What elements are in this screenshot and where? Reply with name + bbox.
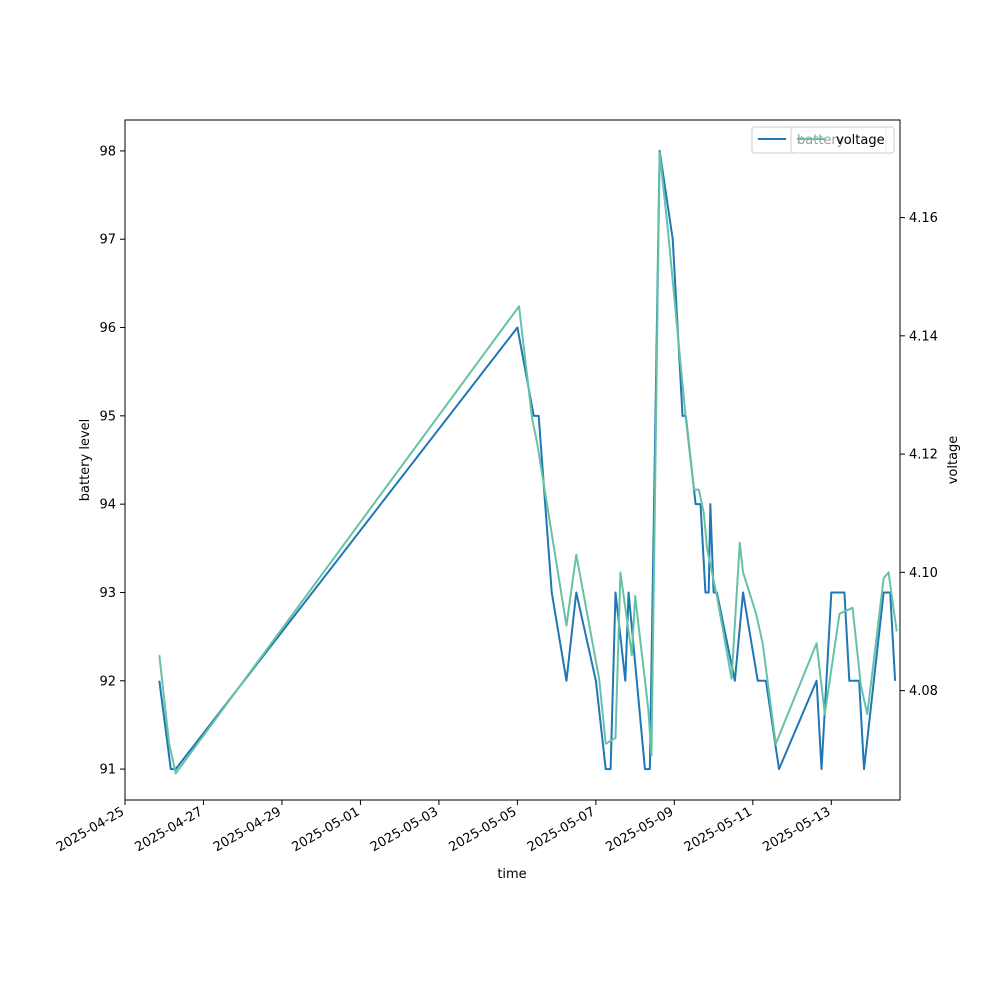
x-tick-label: 2025-04-29 <box>211 804 284 855</box>
x-tick-label: 2025-04-25 <box>54 804 127 855</box>
plot-frame <box>124 119 901 801</box>
series-layer <box>158 149 898 775</box>
x-tick-label: 2025-05-13 <box>760 804 833 855</box>
y2-axis-label: voltage <box>946 436 961 485</box>
x-axis: 2025-04-25 2025-04-27 2025-04-29 2025-05-01… <box>54 800 833 855</box>
y2-tick-label: 4.08 <box>909 684 938 699</box>
x-tick-label: 2025-04-27 <box>133 804 206 855</box>
y-tick-label: 95 <box>99 409 116 424</box>
x-tick-label: 2025-05-05 <box>446 804 519 855</box>
x-tick-label: 2025-05-07 <box>525 804 598 855</box>
series-line-voltage <box>158 151 898 775</box>
y-axis-right: 4.08 4.10 4.12 4.14 4.16 <box>900 211 938 699</box>
y2-tick-label: 4.12 <box>909 448 938 463</box>
legend-voltage: voltage <box>790 126 895 154</box>
x-tick-label: 2025-05-01 <box>290 804 363 855</box>
y-axis-label: battery level <box>78 419 93 502</box>
y-tick-label: 94 <box>99 498 116 513</box>
y-tick-label: 98 <box>99 144 116 159</box>
y-tick-label: 96 <box>99 321 116 336</box>
x-tick-label: 2025-05-09 <box>603 804 676 855</box>
y-tick-label: 93 <box>99 586 116 601</box>
x-tick-label: 2025-05-11 <box>682 804 755 855</box>
x-tick-label: 2025-05-03 <box>368 804 441 855</box>
y2-tick-label: 4.14 <box>909 329 938 344</box>
y-tick-label: 91 <box>99 763 116 778</box>
y-tick-label: 97 <box>99 233 116 248</box>
x-axis-label: time <box>497 867 526 882</box>
y-tick-label: 92 <box>99 674 116 689</box>
series-line-battery <box>158 149 897 771</box>
legend-voltage-label: voltage <box>836 133 885 148</box>
y2-tick-label: 4.10 <box>909 566 938 581</box>
y-axis-left: 91 92 93 94 95 96 97 98 <box>99 144 125 778</box>
y2-tick-label: 4.16 <box>909 211 938 226</box>
